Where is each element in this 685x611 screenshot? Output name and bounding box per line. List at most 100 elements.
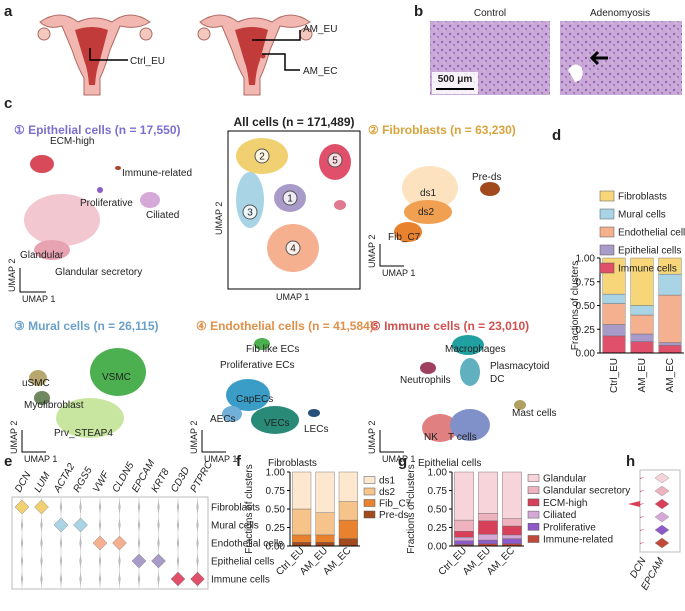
y-tick-label: 0.50: [428, 505, 448, 516]
bar-segment: [315, 471, 335, 513]
y-tick-label: 0.75: [428, 486, 448, 497]
cluster-label: Glandular: [20, 250, 64, 261]
cluster-label: uSMC: [22, 378, 50, 389]
violin: [654, 498, 670, 510]
violin: [640, 490, 645, 492]
bar-segment: [454, 536, 474, 542]
bar-segment: [502, 518, 522, 527]
violin: [628, 501, 640, 507]
bar-segment: [454, 471, 474, 521]
cluster-label: ds1: [420, 188, 437, 199]
cluster-label: DC: [490, 374, 504, 385]
legend-label: Glandular: [543, 474, 587, 485]
violin: [640, 529, 645, 531]
bar-segment: [478, 520, 498, 535]
cluster-label: VECs: [264, 418, 290, 429]
panel-label: f: [236, 453, 242, 470]
bar-segment: [502, 525, 522, 536]
cluster-label: Proliferative: [80, 198, 133, 209]
violin: [176, 518, 180, 532]
violin: [157, 572, 160, 586]
y-tick-label: 0.50: [266, 505, 286, 516]
cluster-label: CapECs: [236, 394, 273, 405]
cluster-label: T cells: [448, 432, 477, 443]
axis-label: UMAP 1: [382, 268, 415, 278]
axis-label: UMAP 2: [7, 259, 17, 292]
axis-label: UMAP 2: [367, 421, 377, 454]
violin: [137, 572, 141, 586]
violin: [40, 536, 43, 550]
cluster-label: ds2: [418, 207, 435, 218]
violin: [98, 554, 102, 568]
violin: [40, 554, 43, 568]
legend-label: ds2: [379, 487, 396, 498]
violin: [654, 511, 670, 523]
cluster-label: Ciliated: [146, 210, 179, 221]
legend-label: Epithelial cells: [618, 246, 681, 257]
bar-segment: [658, 345, 682, 354]
chart-title: Epithelial cells: [418, 458, 481, 469]
legend-swatch: [527, 535, 540, 543]
violin: [20, 518, 24, 532]
bar-segment: [602, 303, 626, 325]
cluster-label: Plasmacytoid: [490, 361, 549, 372]
bar-segment: [454, 519, 474, 532]
violin: [157, 536, 160, 550]
y-tick-label: 0.75: [266, 486, 286, 497]
bar-segment: [630, 314, 654, 335]
violin: [157, 518, 160, 532]
legend-swatch: [363, 499, 376, 507]
x-tick-label: AM_EU: [637, 358, 648, 392]
legend-label: Pre-ds: [379, 510, 408, 521]
violin: [131, 553, 147, 569]
bar-segment: [315, 512, 335, 536]
umap-cluster: [222, 338, 320, 434]
y-axis-label: Fractions of clusters: [244, 464, 255, 553]
violin: [640, 516, 645, 518]
violin: [20, 572, 24, 586]
cluster-badge: [285, 240, 301, 256]
violin: [176, 554, 180, 568]
bar-segment: [502, 534, 522, 539]
bar-segment: [292, 534, 312, 543]
legend-label: Mural cells: [618, 210, 666, 221]
violin: [654, 472, 670, 484]
scale-bar-label: 500 μm: [438, 74, 473, 85]
label: AM_EU: [303, 24, 337, 35]
image-title: Control: [474, 8, 506, 19]
cell-type-label: Mural cells: [211, 521, 259, 532]
bar-segment: [658, 294, 682, 343]
y-tick-label: 0.25: [576, 325, 596, 336]
bar-segment: [478, 539, 498, 544]
violin: [654, 524, 670, 536]
legend-label: Ciliated: [543, 510, 576, 521]
umap-cluster: [420, 335, 526, 442]
y-axis-label: Fractions of clusters: [570, 261, 581, 350]
violin: [98, 518, 102, 532]
violin: [118, 554, 121, 568]
violin: [79, 500, 82, 514]
cell-type-label: Fibroblasts: [211, 503, 260, 514]
panel-label: b: [414, 3, 423, 20]
legend-label: Fibroblasts: [618, 192, 667, 203]
violin-frame: [639, 469, 681, 553]
y-tick-label: 0.25: [266, 523, 286, 534]
cluster-label: Fib_C7: [388, 232, 421, 243]
cluster-number: 1: [287, 194, 293, 205]
violin: [79, 554, 82, 568]
violin-frame: [11, 496, 209, 590]
violin: [118, 518, 121, 532]
bar-segment: [454, 531, 474, 538]
legend-swatch: [527, 523, 540, 531]
cluster-number: 3: [247, 208, 253, 219]
legend-label: Proliferative: [543, 522, 596, 533]
violin: [34, 499, 49, 515]
legend-label: Immune-related: [543, 535, 613, 546]
x-tick-label: AM_EC: [665, 358, 676, 392]
cluster-label: Proliferative ECs: [220, 360, 294, 371]
umap-axes: [19, 268, 46, 293]
legend-swatch: [363, 476, 376, 484]
y-tick-label: 0.00: [266, 542, 286, 553]
bar-segment: [478, 471, 498, 514]
